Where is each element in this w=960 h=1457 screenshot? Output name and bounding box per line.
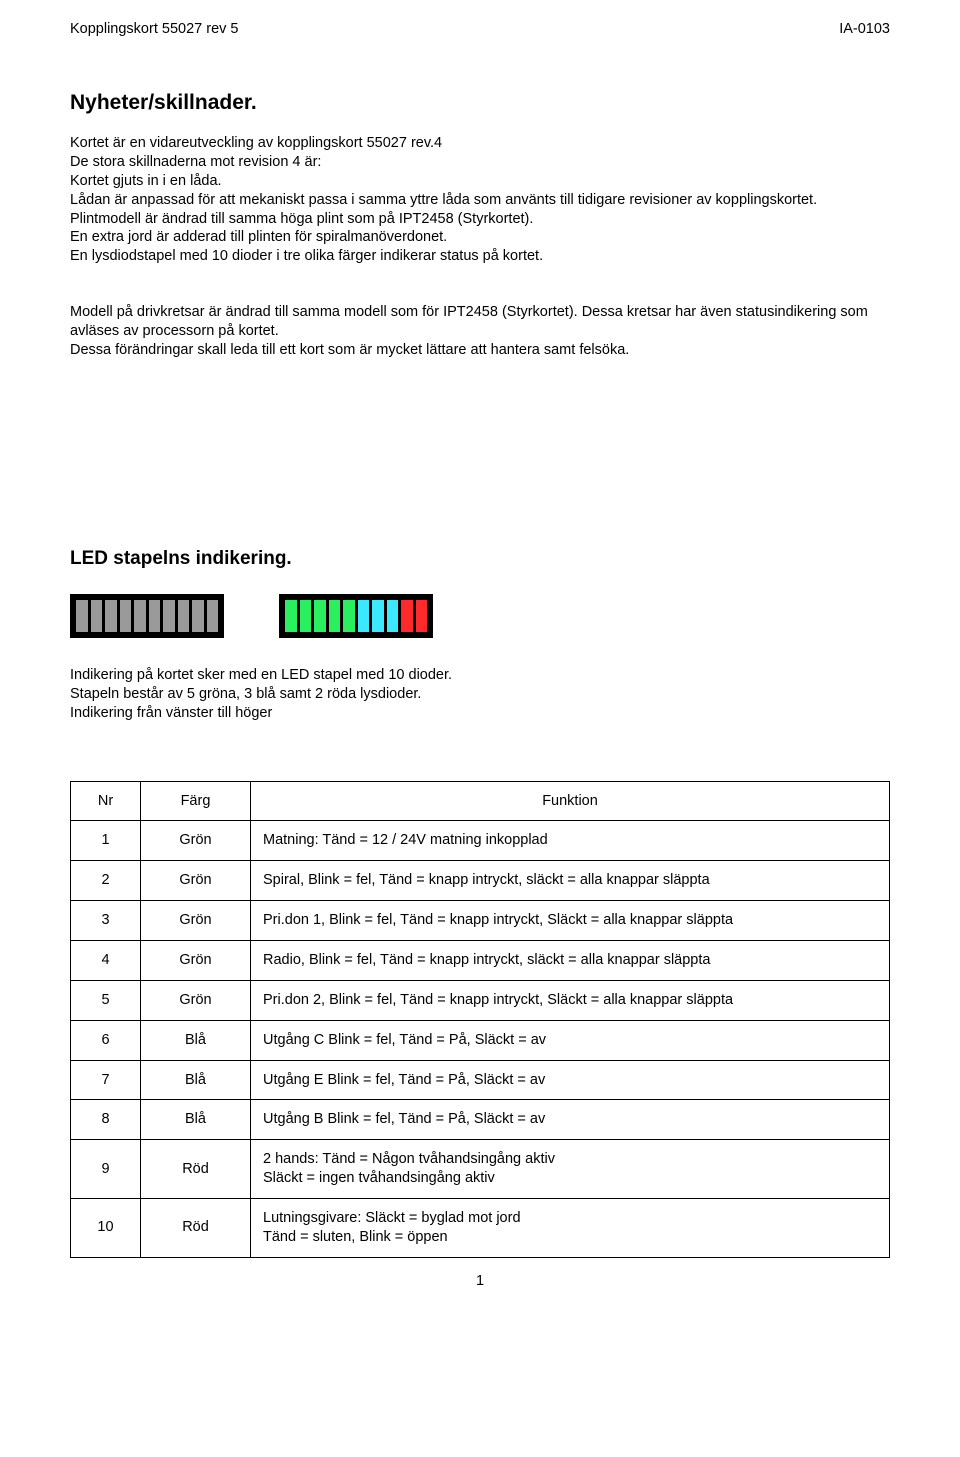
cell-fn: Radio, Blink = fel, Tänd = knapp intryck… — [251, 941, 890, 981]
led-segment — [372, 600, 384, 632]
led-segment — [358, 600, 370, 632]
led-segment — [329, 600, 341, 632]
cell-fn: Lutningsgivare: Släckt = byglad mot jord… — [251, 1198, 890, 1257]
table-row: 5GrönPri.don 2, Blink = fel, Tänd = knap… — [71, 980, 890, 1020]
led-segment — [76, 600, 88, 632]
cell-fn: Pri.don 2, Blink = fel, Tänd = knapp int… — [251, 980, 890, 1020]
cell-color: Grön — [141, 980, 251, 1020]
table-row: 9Röd2 hands: Tänd = Någon tvåhandsingång… — [71, 1140, 890, 1199]
led-segment — [178, 600, 190, 632]
table-row: 3GrönPri.don 1, Blink = fel, Tänd = knap… — [71, 901, 890, 941]
cell-color: Röd — [141, 1140, 251, 1199]
cell-fn: Matning: Tänd = 12 / 24V matning inkoppl… — [251, 821, 890, 861]
page-number: 1 — [70, 1272, 890, 1291]
led-segment — [314, 600, 326, 632]
led-segment — [149, 600, 161, 632]
led-segment — [401, 600, 413, 632]
cell-nr: 1 — [71, 821, 141, 861]
cell-nr: 6 — [71, 1020, 141, 1060]
cell-color: Röd — [141, 1198, 251, 1257]
th-fn: Funktion — [251, 781, 890, 821]
led-segment — [285, 600, 297, 632]
led-segment — [105, 600, 117, 632]
cell-nr: 4 — [71, 941, 141, 981]
led-segment — [91, 600, 103, 632]
cell-color: Grön — [141, 941, 251, 981]
cell-fn: Utgång B Blink = fel, Tänd = På, Släckt … — [251, 1100, 890, 1140]
th-nr: Nr — [71, 781, 141, 821]
table-header-row: Nr Färg Funktion — [71, 781, 890, 821]
table-row: 2GrönSpiral, Blink = fel, Tänd = knapp i… — [71, 861, 890, 901]
section1-p1: Kortet är en vidareutveckling av kopplin… — [70, 134, 890, 266]
cell-color: Grön — [141, 861, 251, 901]
led-segment — [416, 600, 428, 632]
cell-nr: 8 — [71, 1100, 141, 1140]
led-segment — [300, 600, 312, 632]
section2-intro: Indikering på kortet sker med en LED sta… — [70, 666, 890, 723]
led-segment — [192, 600, 204, 632]
cell-nr: 3 — [71, 901, 141, 941]
th-color: Färg — [141, 781, 251, 821]
cell-nr: 7 — [71, 1060, 141, 1100]
cell-nr: 9 — [71, 1140, 141, 1199]
cell-color: Grön — [141, 901, 251, 941]
led-strips-container — [70, 594, 890, 638]
table-row: 1GrönMatning: Tänd = 12 / 24V matning in… — [71, 821, 890, 861]
cell-fn: Utgång C Blink = fel, Tänd = På, Släckt … — [251, 1020, 890, 1060]
cell-nr: 10 — [71, 1198, 141, 1257]
led-segment — [163, 600, 175, 632]
table-body: 1GrönMatning: Tänd = 12 / 24V matning in… — [71, 821, 890, 1257]
header-left: Kopplingskort 55027 rev 5 — [70, 20, 238, 39]
led-table: Nr Färg Funktion 1GrönMatning: Tänd = 12… — [70, 781, 890, 1258]
led-segment — [207, 600, 219, 632]
cell-fn: Utgång E Blink = fel, Tänd = På, Släckt … — [251, 1060, 890, 1100]
led-segment — [343, 600, 355, 632]
cell-nr: 2 — [71, 861, 141, 901]
led-segment — [120, 600, 132, 632]
led-strip-off — [70, 594, 224, 638]
table-row: 4GrönRadio, Blink = fel, Tänd = knapp in… — [71, 941, 890, 981]
page-header: Kopplingskort 55027 rev 5 IA-0103 — [70, 20, 890, 39]
cell-nr: 5 — [71, 980, 141, 1020]
cell-fn: Spiral, Blink = fel, Tänd = knapp intryc… — [251, 861, 890, 901]
led-segment — [387, 600, 399, 632]
table-row: 6BlåUtgång C Blink = fel, Tänd = På, Slä… — [71, 1020, 890, 1060]
cell-color: Blå — [141, 1020, 251, 1060]
cell-color: Blå — [141, 1100, 251, 1140]
table-row: 7BlåUtgång E Blink = fel, Tänd = På, Slä… — [71, 1060, 890, 1100]
cell-fn: Pri.don 1, Blink = fel, Tänd = knapp int… — [251, 901, 890, 941]
section1-p2: Modell på drivkretsar är ändrad till sam… — [70, 303, 890, 360]
section1-title: Nyheter/skillnader. — [70, 89, 890, 116]
table-row: 8BlåUtgång B Blink = fel, Tänd = På, Slä… — [71, 1100, 890, 1140]
table-row: 10RödLutningsgivare: Släckt = byglad mot… — [71, 1198, 890, 1257]
cell-color: Grön — [141, 821, 251, 861]
led-segment — [134, 600, 146, 632]
cell-color: Blå — [141, 1060, 251, 1100]
cell-fn: 2 hands: Tänd = Någon tvåhandsingång akt… — [251, 1140, 890, 1199]
header-right: IA-0103 — [839, 20, 890, 39]
section2-title: LED stapelns indikering. — [70, 547, 890, 572]
led-strip-on — [279, 594, 433, 638]
